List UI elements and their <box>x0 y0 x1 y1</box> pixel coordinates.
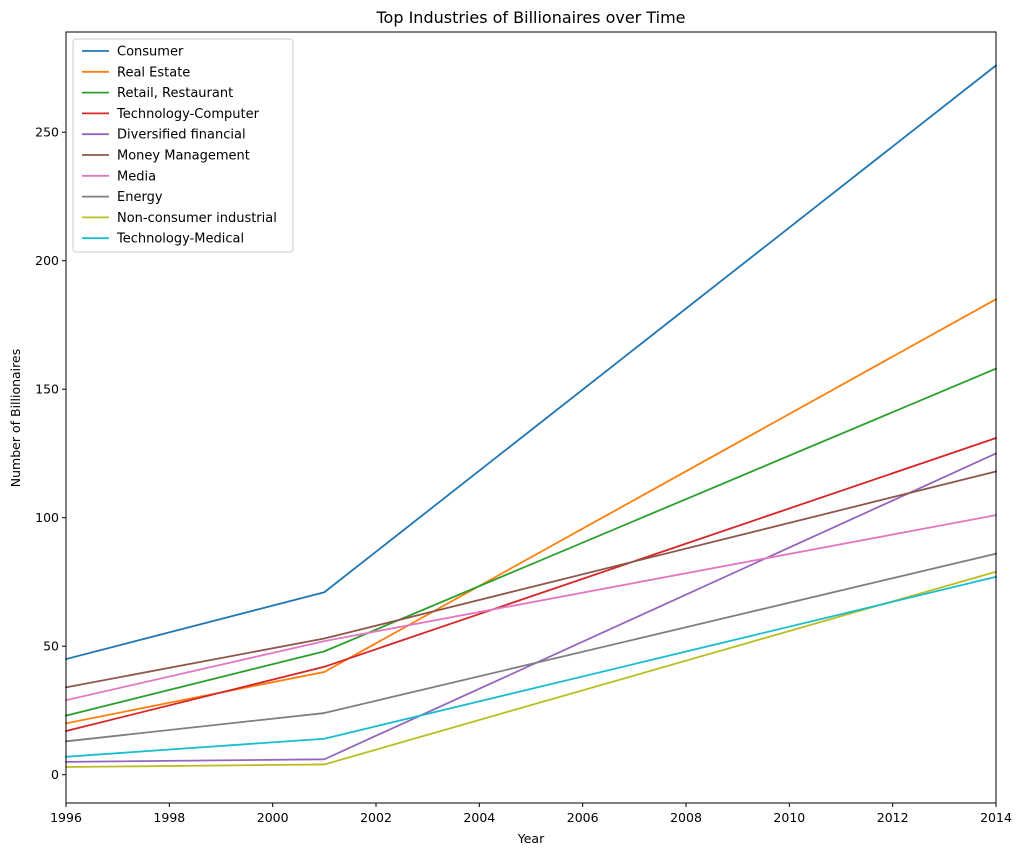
y-tick-label-2: 100 <box>35 510 59 525</box>
series-line-9 <box>65 575 998 758</box>
x-axis: 1996 1998 2000 2002 2004 2006 2008 2010 2012 2014 <box>50 803 1012 825</box>
legend-box <box>72 38 294 253</box>
chart-title: Top Industries of Billionaires over Time <box>376 8 686 27</box>
y-tick-label-0: 0 <box>51 767 59 782</box>
x-tick-label-6: 2008 <box>670 810 702 825</box>
legend-label-4: Diversified financial <box>117 128 246 143</box>
legend-label-7: Energy <box>117 190 163 205</box>
y-axis-label: Number of Billionaires <box>8 349 23 487</box>
y-tick-label-1: 50 <box>43 639 59 654</box>
legend-label-3: Technology-Computer <box>116 107 260 122</box>
legend: Consumer Real Estate Retail, Restaurant Tec… <box>72 38 294 253</box>
series-line-2 <box>64 367 998 717</box>
legend-label-9: Technology-Medical <box>116 232 244 247</box>
series-line-3 <box>64 436 998 733</box>
legend-label-1: Real Estate <box>117 65 190 80</box>
x-tick-label-5: 2006 <box>567 810 599 825</box>
x-tick-label-8: 2012 <box>877 810 909 825</box>
x-tick-label-9: 2014 <box>980 810 1012 825</box>
x-tick-label-2: 2000 <box>257 810 289 825</box>
series-line-7 <box>65 552 998 743</box>
x-tick-label-0: 1996 <box>50 810 82 825</box>
y-tick-label-5: 250 <box>35 125 59 140</box>
series-line-5 <box>64 470 998 689</box>
legend-label-0: Consumer <box>117 45 184 60</box>
y-axis: 0 50 100 150 200 250 <box>35 125 66 782</box>
y-tick-label-4: 200 <box>35 253 59 268</box>
series-line-1 <box>64 298 998 725</box>
legend-label-6: Media <box>117 169 156 184</box>
series-line-8 <box>65 570 998 768</box>
x-axis-label: Year <box>517 831 545 846</box>
plot-lines <box>64 64 998 768</box>
series-line-0 <box>64 64 998 661</box>
series-line-4 <box>65 452 998 763</box>
y-tick-label-3: 150 <box>35 382 59 397</box>
x-tick-label-4: 2004 <box>463 810 495 825</box>
legend-label-5: Money Management <box>117 149 250 164</box>
x-tick-label-3: 2002 <box>360 810 392 825</box>
x-tick-label-7: 2010 <box>773 810 805 825</box>
x-tick-label-1: 1998 <box>153 810 185 825</box>
legend-label-8: Non-consumer industrial <box>117 211 277 226</box>
series-line-6 <box>64 514 998 702</box>
legend-label-2: Retail, Restaurant <box>117 86 233 101</box>
plot-frame <box>65 31 997 804</box>
